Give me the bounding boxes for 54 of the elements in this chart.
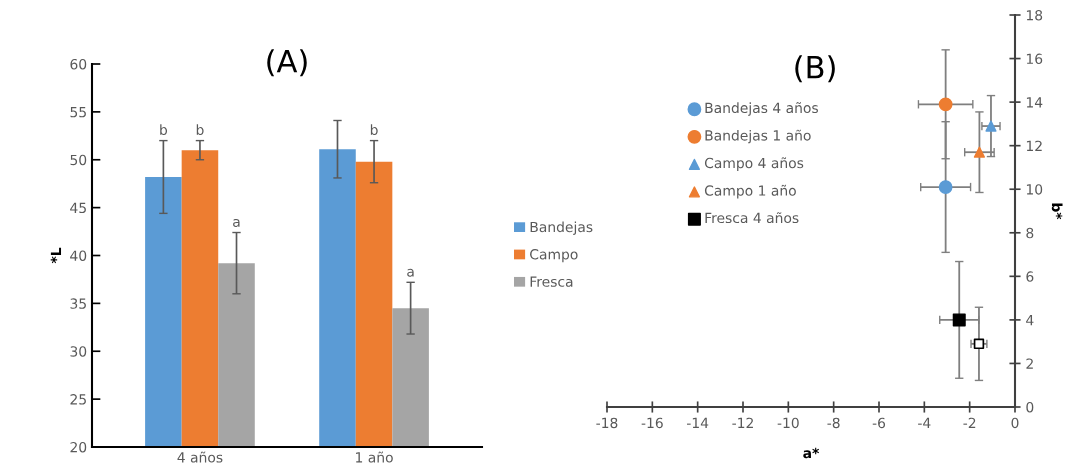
y-tick-label: 16 bbox=[1026, 53, 1043, 65]
legend-label: Campo 4 años bbox=[704, 157, 804, 171]
point bbox=[938, 180, 953, 194]
x-tick-label: -6 bbox=[872, 417, 886, 429]
data-label: a bbox=[407, 268, 414, 277]
point bbox=[985, 120, 997, 132]
x-tick-label: 4 años bbox=[177, 451, 223, 463]
legend-label: Bandejas 1 año bbox=[705, 129, 811, 144]
y-tick-label: 35 bbox=[70, 298, 86, 309]
y-axis-title: b* bbox=[1051, 203, 1063, 220]
legend-label: Campo 1 año bbox=[704, 184, 796, 199]
y-tick-label: 10 bbox=[1026, 184, 1043, 195]
y-tick-label: 20 bbox=[70, 441, 87, 453]
text: (B) bbox=[795, 55, 835, 83]
legend-label: Bandejas bbox=[530, 221, 593, 235]
x-tick-label: -18 bbox=[596, 417, 618, 429]
point bbox=[973, 146, 986, 158]
x-tick-label: 0 bbox=[1011, 417, 1019, 429]
x-tick-label: -14 bbox=[687, 417, 709, 428]
data-label: b bbox=[160, 124, 168, 136]
y-tick-label: 50 bbox=[70, 154, 87, 166]
y-tick-label: 40 bbox=[70, 250, 87, 261]
point bbox=[938, 97, 953, 112]
data-label: b bbox=[196, 124, 204, 136]
x-tick-label: -16 bbox=[641, 417, 663, 429]
point bbox=[952, 313, 966, 327]
y-tick-label: 2 bbox=[1026, 358, 1033, 369]
legend-label: Fresca bbox=[530, 276, 573, 287]
y-tick-label: 25 bbox=[70, 394, 86, 405]
legend-label: Bandejas 4 años bbox=[705, 102, 818, 116]
x-tick-label: -10 bbox=[777, 417, 799, 429]
y-tick-label: 12 bbox=[1026, 140, 1042, 151]
y-tick-label: 30 bbox=[70, 346, 87, 357]
y-tick-label: 45 bbox=[70, 202, 86, 214]
y-axis-title: *L bbox=[50, 247, 62, 264]
legend-label: Campo bbox=[530, 249, 578, 263]
y-tick-label: 55 bbox=[70, 107, 86, 118]
data-label: a bbox=[233, 218, 240, 227]
y-tick-label: 18 bbox=[1026, 9, 1043, 21]
chart-title: (A) bbox=[267, 49, 307, 77]
x-tick-label: -12 bbox=[732, 417, 753, 428]
y-tick-label: 8 bbox=[1026, 227, 1034, 239]
legend-label: Fresca 4 años bbox=[705, 212, 799, 224]
x-tick-label: 1 año bbox=[356, 451, 393, 463]
y-tick-label: 60 bbox=[70, 58, 87, 70]
y-tick-label: 6 bbox=[1026, 271, 1034, 282]
y-tick-label: 14 bbox=[1026, 97, 1043, 108]
y-tick-label: 0 bbox=[1026, 401, 1034, 413]
x-tick-label: -8 bbox=[827, 417, 840, 429]
x-axis-title: a* bbox=[803, 447, 820, 459]
x-tick-label: -4 bbox=[918, 417, 931, 428]
y-tick-label: 4 bbox=[1026, 315, 1034, 326]
x-tick-label: -2 bbox=[963, 417, 976, 428]
data-label: b bbox=[370, 124, 378, 136]
